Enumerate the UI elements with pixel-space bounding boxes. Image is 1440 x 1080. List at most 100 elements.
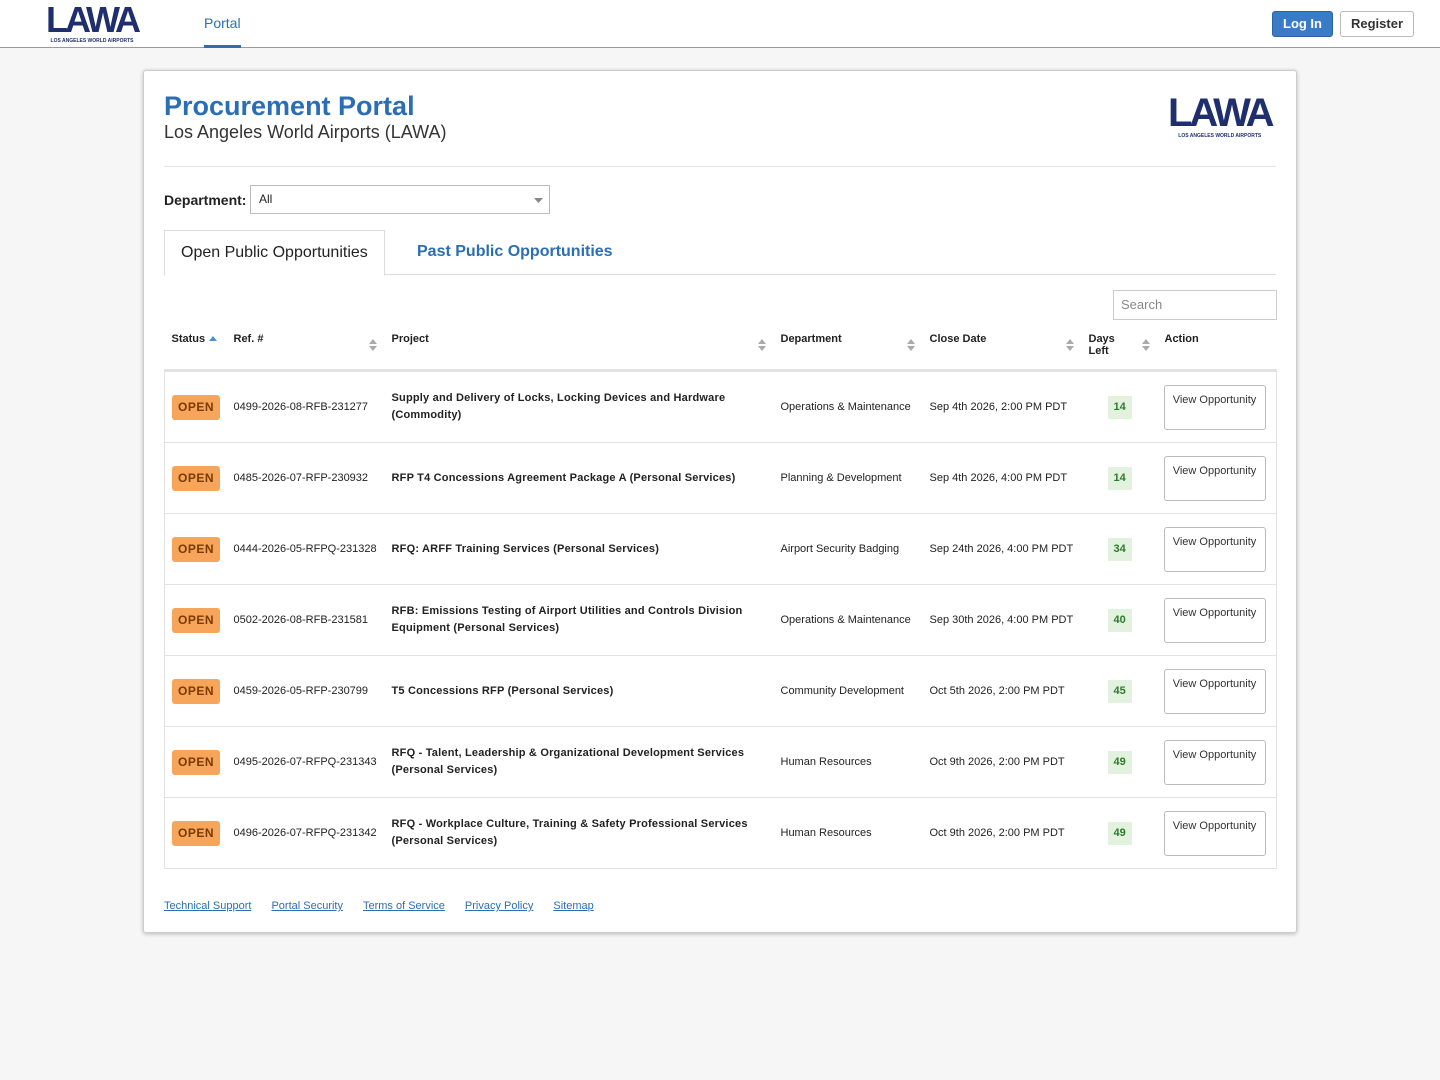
header-label: Days Left (1088, 333, 1115, 357)
sort-icon (209, 336, 218, 342)
project-cell: RFQ - Talent, Leadership & Organizationa… (384, 726, 774, 798)
login-button[interactable]: Log In (1272, 11, 1333, 37)
project-cell: RFQ - Workplace Culture, Training & Safe… (384, 797, 774, 869)
close-date-cell: Sep 30th 2026, 4:00 PM PDT (922, 584, 1082, 656)
days-left-badge: 34 (1107, 537, 1132, 561)
logo-name: LAWA (1168, 91, 1275, 135)
table-row: OPEN 0459-2026-05-RFP-230799 T5 Concession… (164, 655, 1277, 727)
status-badge: OPEN (172, 394, 221, 420)
column-header[interactable]: Project (384, 325, 774, 372)
action-cell: View Opportunity (1157, 370, 1277, 443)
ref-cell: 0459-2026-05-RFP-230799 (226, 655, 385, 727)
top-bar: LAWA LOS ANGELES WORLD AIRPORTS Portal L… (0, 0, 1440, 48)
search-input[interactable]: Search (1113, 290, 1277, 320)
department-cell: Airport Security Badging (773, 513, 923, 585)
logo-tagline: LOS ANGELES WORLD AIRPORTS (50, 38, 134, 44)
status-badge: OPEN (172, 749, 221, 775)
opportunities-table: Status Ref. # Project Department Close Date D… (164, 325, 1277, 869)
close-date-cell: Oct 9th 2026, 2:00 PM PDT (922, 797, 1082, 869)
table-row: OPEN 0499-2026-08-RFB-231277 Supply and De… (164, 370, 1277, 443)
table-row: OPEN 0496-2026-07-RFPQ-231342 RFQ - Workpl… (164, 797, 1277, 869)
ref-cell: 0499-2026-08-RFB-231277 (226, 370, 385, 443)
select-value: All (259, 192, 273, 206)
project-cell: T5 Concessions RFP (Personal Services) (384, 655, 774, 727)
view-button[interactable]: View Opportunity (1163, 597, 1266, 643)
column-header[interactable]: Status (164, 325, 227, 372)
header-label: Project (391, 333, 429, 345)
column-header[interactable]: Days Left (1081, 325, 1158, 372)
status-cell: OPEN (164, 513, 227, 585)
column-header[interactable]: Ref. # (226, 325, 385, 372)
close-date-cell: Oct 5th 2026, 2:00 PM PDT (922, 655, 1082, 727)
close-date-cell: Sep 24th 2026, 4:00 PM PDT (922, 513, 1082, 585)
department-cell: Planning & Development (773, 442, 923, 514)
action-cell: View Opportunity (1157, 726, 1277, 798)
department-label: Department: (164, 192, 247, 208)
view-button[interactable]: View Opportunity (1163, 384, 1266, 430)
view-button[interactable]: View Opportunity (1163, 739, 1266, 785)
department-select[interactable]: All (250, 185, 550, 214)
view-button[interactable]: View Opportunity (1163, 810, 1266, 856)
action-cell: View Opportunity (1157, 442, 1277, 514)
view-button[interactable]: View Opportunity (1163, 455, 1266, 501)
days-left-badge: 14 (1107, 466, 1132, 490)
view-button[interactable]: View Opportunity (1163, 526, 1266, 572)
footer: Technical Support Portal Security Terms of… (164, 900, 614, 912)
tab-past[interactable]: Past Public Opportunities (417, 243, 613, 260)
days-left-badge: 45 (1107, 679, 1132, 703)
status-cell: OPEN (164, 370, 227, 443)
header-label: Action (1164, 333, 1199, 345)
footer-link[interactable]: Technical Support (164, 900, 252, 912)
footer-link[interactable]: Sitemap (553, 900, 594, 912)
table-body: OPEN 0499-2026-08-RFB-231277 Supply and De… (164, 370, 1277, 869)
action-cell: View Opportunity (1157, 655, 1277, 727)
column-header[interactable]: Department (773, 325, 923, 372)
status-badge: OPEN (172, 465, 221, 491)
department-cell: Operations & Maintenance (773, 584, 923, 656)
column-header[interactable]: Close Date (922, 325, 1082, 372)
action-cell: View Opportunity (1157, 584, 1277, 656)
footer-link[interactable]: Portal Security (271, 900, 343, 912)
days-left-cell: 40 (1081, 584, 1158, 656)
status-cell: OPEN (164, 584, 227, 656)
days-left-badge: 40 (1107, 608, 1132, 632)
action-cell: View Opportunity (1157, 513, 1277, 585)
project-cell: RFB: Emissions Testing of Airport Utilit… (384, 584, 774, 656)
column-header: Action (1157, 325, 1277, 372)
tabs: Open Public Opportunities Past Public Op… (164, 230, 1276, 276)
footer-link[interactable]: Terms of Service (362, 900, 445, 912)
days-left-cell: 14 (1081, 370, 1158, 443)
action-cell: View Opportunity (1157, 797, 1277, 869)
status-cell: OPEN (164, 797, 227, 869)
close-date-cell: Sep 4th 2026, 4:00 PM PDT (922, 442, 1082, 514)
project-cell: RFQ: ARFF Training Services (Personal Se… (384, 513, 774, 585)
department-cell: Human Resources (773, 726, 923, 798)
days-left-cell: 45 (1081, 655, 1158, 727)
close-date-cell: Oct 9th 2026, 2:00 PM PDT (922, 726, 1082, 798)
table-row: OPEN 0444-2026-05-RFPQ-231328 RFQ: ARFF Tr… (164, 513, 1277, 585)
project-cell: Supply and Delivery of Locks, Locking De… (384, 370, 774, 443)
department-cell: Operations & Maintenance (773, 370, 923, 443)
sort-icon (1141, 339, 1150, 351)
days-left-cell: 14 (1081, 442, 1158, 514)
header-label: Status (171, 333, 206, 345)
logo-tagline: LOS ANGELES WORLD AIRPORTS (1178, 133, 1262, 139)
card-logo: LAWA LOS ANGELES WORLD AIRPORTS (1168, 91, 1275, 139)
ref-cell: 0444-2026-05-RFPQ-231328 (226, 513, 385, 585)
nav-tab[interactable]: Portal (204, 0, 241, 48)
sort-icon (906, 339, 915, 351)
dropdown-arrow (534, 198, 543, 203)
register-button[interactable]: Register (1340, 11, 1415, 37)
sort-icon (368, 339, 377, 351)
ref-cell: 0485-2026-07-RFP-230932 (226, 442, 385, 514)
logo[interactable]: LAWA LOS ANGELES WORLD AIRPORTS (46, 0, 141, 45)
tab-open[interactable]: Open Public Opportunities (164, 230, 385, 276)
footer-link[interactable]: Privacy Policy (464, 900, 534, 912)
header-label: Department (780, 333, 842, 345)
logo-name: LAWA (46, 0, 141, 40)
status-cell: OPEN (164, 726, 227, 798)
view-button[interactable]: View Opportunity (1163, 668, 1266, 714)
header-label: Close Date (929, 333, 987, 345)
project-cell: RFP T4 Concessions Agreement Package A (… (384, 442, 774, 514)
